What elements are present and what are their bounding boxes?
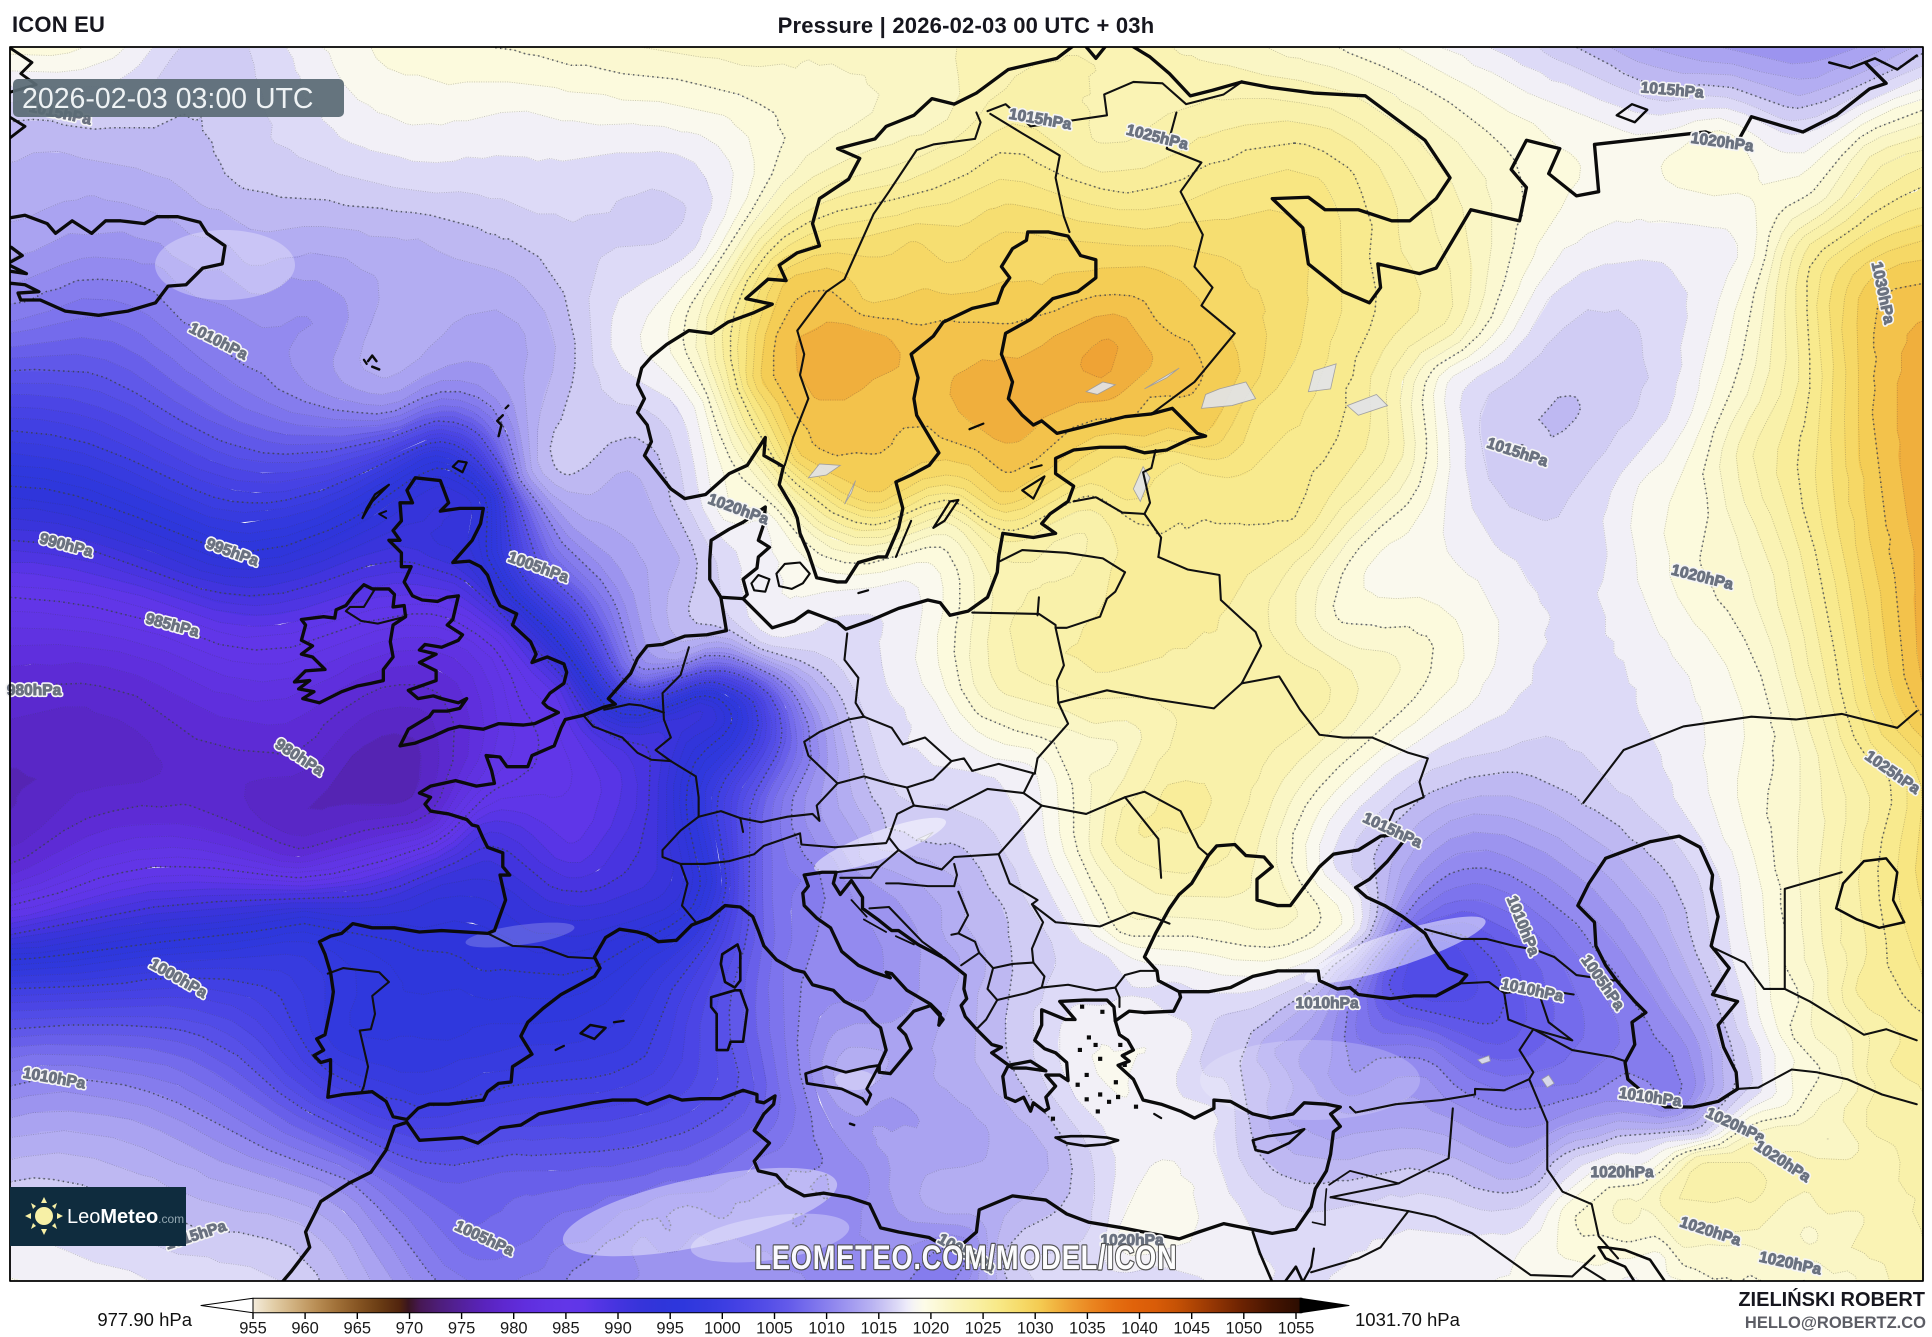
svg-text:LEOMETEO.COM/MODEL/ICON: LEOMETEO.COM/MODEL/ICON <box>754 1238 1177 1277</box>
svg-text:965: 965 <box>344 1320 372 1337</box>
svg-text:HELLO@ROBERTZ.CO: HELLO@ROBERTZ.CO <box>1745 1314 1926 1332</box>
svg-text:1025: 1025 <box>965 1320 1002 1337</box>
svg-text:ICON EU: ICON EU <box>12 12 105 37</box>
svg-text:1005: 1005 <box>756 1320 793 1337</box>
svg-text:1055: 1055 <box>1278 1320 1315 1337</box>
svg-text:1035: 1035 <box>1069 1320 1106 1337</box>
svg-text:990: 990 <box>604 1320 632 1337</box>
svg-text:LeoMeteo.com: LeoMeteo.com <box>67 1206 184 1228</box>
svg-text:955: 955 <box>239 1320 267 1337</box>
svg-text:1030: 1030 <box>1017 1320 1054 1337</box>
svg-text:ZIELIŃSKI ROBERT: ZIELIŃSKI ROBERT <box>1738 1288 1925 1311</box>
svg-text:Pressure | 2026-02-03 00 UTC +: Pressure | 2026-02-03 00 UTC + 03h <box>778 13 1155 38</box>
svg-text:1000: 1000 <box>704 1320 741 1337</box>
svg-text:1010: 1010 <box>808 1320 845 1337</box>
svg-text:1050: 1050 <box>1225 1320 1262 1337</box>
svg-text:985: 985 <box>552 1320 580 1337</box>
svg-text:1020: 1020 <box>913 1320 950 1337</box>
svg-text:980: 980 <box>500 1320 528 1337</box>
svg-text:970: 970 <box>396 1320 424 1337</box>
svg-text:1040: 1040 <box>1121 1320 1158 1337</box>
svg-text:995: 995 <box>656 1320 684 1337</box>
svg-text:2026-02-03 03:00 UTC: 2026-02-03 03:00 UTC <box>22 83 314 115</box>
svg-text:1015: 1015 <box>860 1320 897 1337</box>
svg-text:975: 975 <box>448 1320 476 1337</box>
svg-text:1045: 1045 <box>1173 1320 1210 1337</box>
svg-text:1031.70 hPa: 1031.70 hPa <box>1355 1309 1461 1330</box>
svg-text:960: 960 <box>291 1320 319 1337</box>
svg-text:977.90 hPa: 977.90 hPa <box>97 1309 192 1330</box>
